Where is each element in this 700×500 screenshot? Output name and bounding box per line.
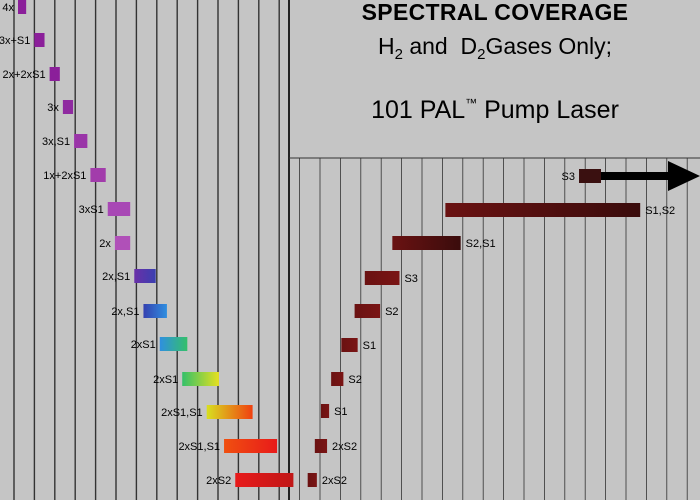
right-bar-label: S2: [348, 374, 361, 386]
left-bar-label: 3x: [47, 102, 59, 114]
left-bar-label: 4x: [2, 2, 14, 14]
chart-title: SPECTRAL COVERAGE: [361, 0, 629, 25]
left-bar: [34, 33, 45, 47]
bars-layer: [18, 0, 700, 487]
right-bar: [445, 203, 641, 217]
right-bar-label: S1: [363, 340, 376, 352]
left-bar: [62, 100, 74, 114]
chart-subtitle-laser: 101 PAL™ Pump Laser: [290, 88, 700, 125]
gas-rest: Gases Only;: [485, 33, 613, 59]
left-bar: [107, 202, 131, 216]
gas-d: D: [460, 33, 478, 59]
right-bar: [392, 236, 461, 250]
left-bar-label: 1x+2xS1: [43, 170, 86, 182]
right-bar: [307, 473, 317, 487]
gas-h-subscript: 2: [394, 46, 403, 63]
left-bar-label: 2xS1: [131, 339, 156, 351]
left-bar-label: 2xS2: [206, 475, 231, 487]
left-bar: [74, 134, 88, 148]
arrow-head: [668, 161, 700, 191]
left-bar: [182, 372, 219, 386]
right-bar-label: S1,S2: [645, 205, 675, 217]
left-bar-label: 3x+S1: [0, 35, 30, 47]
gas-h: H: [377, 33, 395, 59]
right-bar-label: S1: [334, 406, 347, 418]
left-bar: [49, 67, 60, 81]
left-bar-label: 3x,S1: [42, 136, 70, 148]
left-bar-label: 3xS1: [79, 204, 104, 216]
left-bar-label: 2x,S1: [102, 271, 130, 283]
left-bar: [114, 236, 131, 250]
left-bar: [235, 473, 294, 487]
labels-layer: 4x 3x+S1 2x+2xS1 3x 3x,S1 1x+2xS1 3xS1 2x 2x,S1 2…: [0, 2, 675, 487]
left-bar: [224, 439, 278, 453]
right-bar: [364, 271, 400, 285]
left-bar-label: 2x,S1: [111, 306, 139, 318]
right-bar-label: 2xS2: [332, 441, 357, 453]
gas-and: and: [402, 33, 461, 59]
left-bar-label: 2x+2xS1: [2, 69, 45, 81]
right-bar-label: S3: [562, 171, 575, 183]
left-bar-label: 2xS1,S1: [178, 441, 220, 453]
left-bar-label: 2xS1,S1: [161, 407, 203, 419]
right-bar: [354, 304, 381, 318]
right-bar-label: S3: [404, 273, 417, 285]
arrow-shaft: [601, 172, 670, 180]
left-bar-label: 2xS1: [153, 374, 178, 386]
title-box: SPECTRAL COVERAGE H2 and D2Gases Only; 1…: [290, 0, 700, 158]
left-bar: [90, 168, 106, 182]
right-bar: [320, 404, 330, 418]
right-bar-label: 2xS2: [322, 475, 347, 487]
left-bar: [143, 304, 167, 318]
left-bar: [206, 405, 253, 419]
right-bar-label: S2: [385, 306, 398, 318]
laser-name: 101 PAL: [371, 96, 466, 124]
left-bar: [18, 0, 27, 14]
right-bar: [341, 338, 358, 352]
left-bar-label: 2x: [99, 238, 111, 250]
right-bar: [314, 439, 328, 453]
chart-subtitle-gases: H2 and D2Gases Only;: [290, 32, 700, 69]
right-bar: [579, 169, 601, 183]
laser-rest: Pump Laser: [477, 96, 619, 124]
left-bar: [134, 269, 156, 283]
gas-d-subscript: 2: [477, 46, 486, 63]
right-bar: [331, 372, 344, 386]
right-bar-label: S2,S1: [466, 238, 496, 250]
trademark-symbol: ™: [465, 96, 478, 110]
left-bar: [159, 337, 188, 351]
